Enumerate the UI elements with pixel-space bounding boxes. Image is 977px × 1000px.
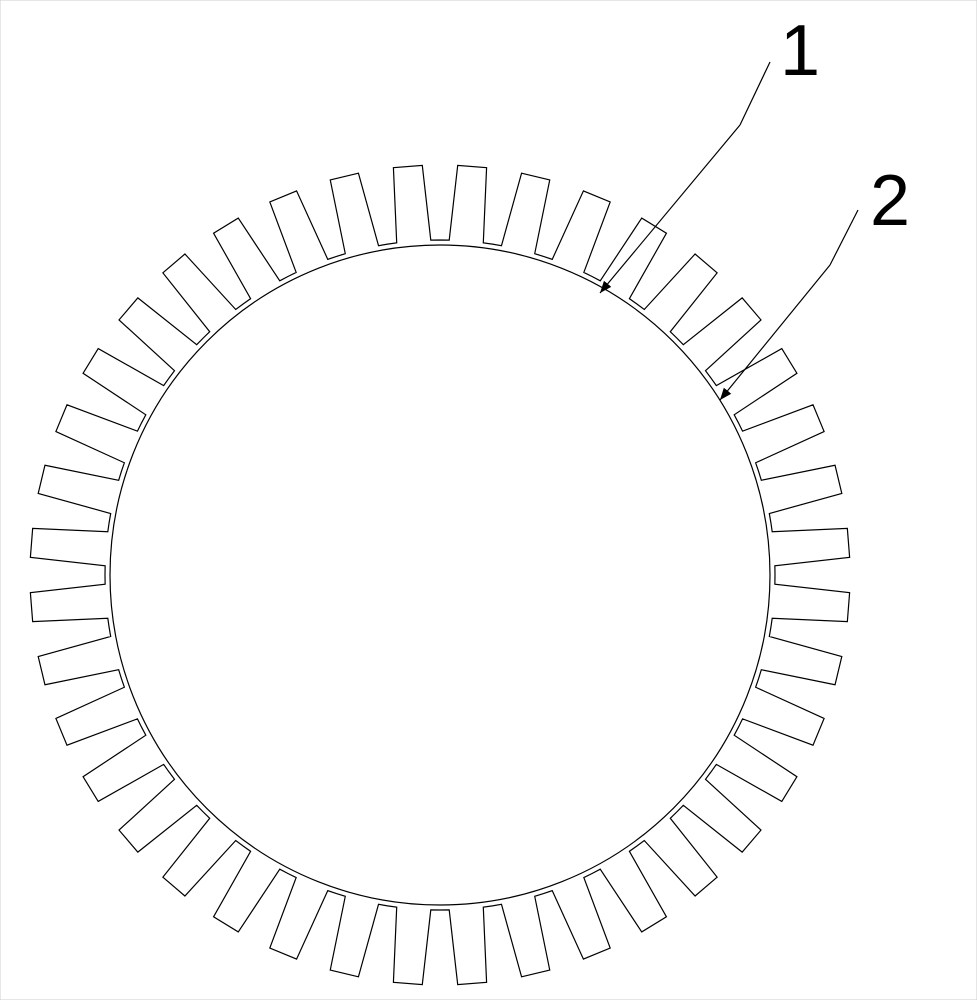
callout-label-2: 2 bbox=[870, 161, 910, 241]
diagram-container: 12 bbox=[0, 0, 977, 1000]
gear-drawing: 12 bbox=[0, 0, 977, 1000]
callout-label-1: 1 bbox=[780, 11, 820, 91]
